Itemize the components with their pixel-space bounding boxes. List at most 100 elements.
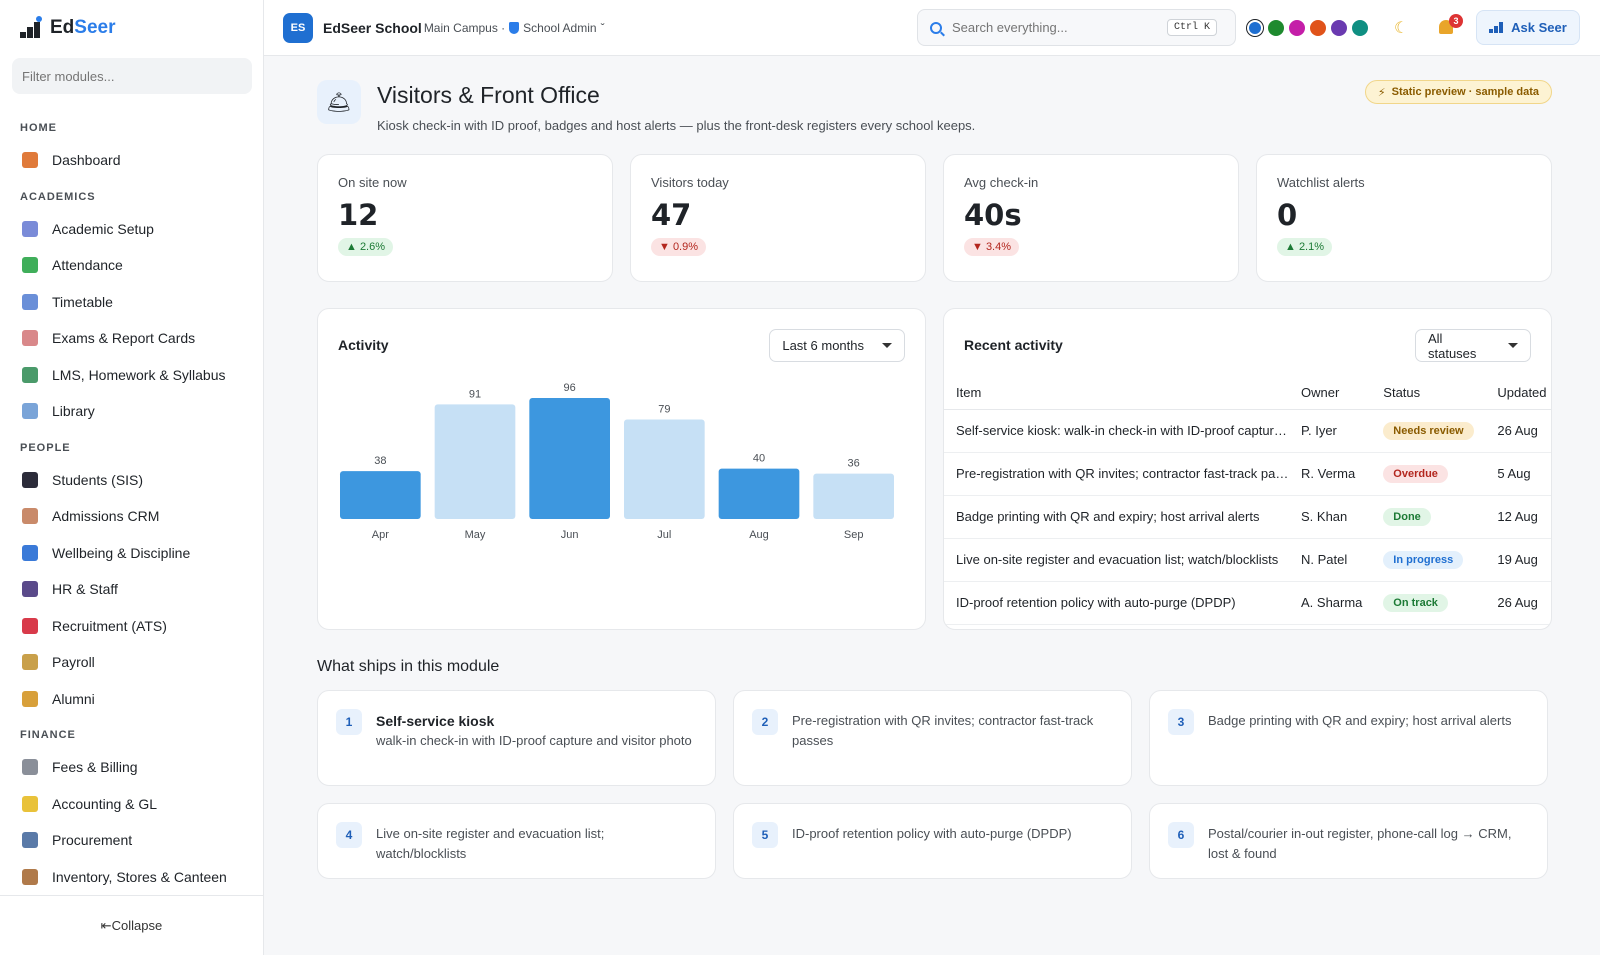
- feature-number: 5: [752, 822, 778, 848]
- preview-badge-label: Static preview · sample data: [1391, 86, 1539, 98]
- column-header[interactable]: Updated: [1485, 377, 1551, 410]
- bell-front-desk-icon: 🛎: [317, 80, 361, 124]
- sidebar-item-timetable[interactable]: Timetable: [0, 284, 263, 321]
- sidebar-item-exams-report-cards[interactable]: Exams & Report Cards: [0, 320, 263, 357]
- table-row[interactable]: ID-proof retention policy with auto-purg…: [944, 581, 1551, 625]
- feature-number: 6: [1168, 822, 1194, 848]
- kpi-value: 40s: [964, 198, 1022, 232]
- chart-bar[interactable]: [529, 398, 610, 519]
- feature-description: Badge printing with QR and expiry; host …: [1208, 713, 1512, 728]
- sidebar-item-inventory-stores-canteen[interactable]: Inventory, Stores & Canteen: [0, 859, 263, 896]
- brand[interactable]: EdSeer: [0, 0, 263, 56]
- top-bar: ES EdSeer School Main Campus · School Ad…: [264, 0, 1600, 56]
- notifications-button[interactable]: 3: [1437, 14, 1463, 39]
- chart-bar[interactable]: [718, 468, 800, 519]
- sidebar-item-wellbeing-discipline[interactable]: Wellbeing & Discipline: [0, 535, 263, 572]
- row-updated: 5 Aug: [1485, 452, 1551, 496]
- school-name[interactable]: EdSeer School: [323, 19, 422, 36]
- chart-data-label: 91: [469, 388, 481, 400]
- chart-bar[interactable]: [434, 404, 516, 519]
- feature-card: 6 Postal/courier in-out register, phone-c…: [1149, 803, 1548, 879]
- feature-card: 1 Self-service kiosk walk-in check-in with…: [317, 690, 716, 786]
- chart-bar[interactable]: [813, 473, 894, 519]
- feature-text: Badge printing with QR and expiry; host …: [1208, 709, 1511, 767]
- table-row[interactable]: Live on-site register and evacuation lis…: [944, 538, 1551, 582]
- chart-category-label: Jul: [657, 529, 671, 541]
- moon-icon[interactable]: ☾: [1394, 20, 1409, 37]
- row-status: In progress: [1371, 538, 1486, 582]
- search-icon: [930, 21, 942, 34]
- collapse-button[interactable]: ⇤Collapse: [0, 895, 263, 955]
- sidebar-item-accounting-gl[interactable]: Accounting & GL: [0, 786, 263, 823]
- open-book-icon: [22, 403, 38, 420]
- column-header[interactable]: Status: [1371, 377, 1486, 410]
- sidebar-item-label: Wellbeing & Discipline: [52, 544, 191, 561]
- people-icon: [22, 581, 38, 598]
- house-icon: [22, 152, 38, 169]
- activity-title: Activity: [338, 337, 389, 353]
- clipboard-icon: [22, 508, 38, 525]
- sidebar-item-procurement[interactable]: Procurement: [0, 822, 263, 859]
- chart-bar[interactable]: [340, 471, 421, 519]
- theme-swatch[interactable]: [1310, 20, 1326, 36]
- graduation-cap-icon: [22, 471, 38, 488]
- sidebar-item-label: Students (SIS): [52, 471, 144, 488]
- row-updated: 26 Aug: [1485, 581, 1551, 625]
- shield-icon: [509, 21, 520, 34]
- sidebar-item-alumni[interactable]: Alumni: [0, 681, 263, 718]
- row-item: Self-service kiosk: walk-in check-in wit…: [944, 409, 1289, 453]
- theme-swatch[interactable]: [1352, 20, 1368, 36]
- ships-title: What ships in this module: [317, 658, 500, 675]
- table-row[interactable]: Pre-registration with QR invites; contra…: [944, 452, 1551, 496]
- theme-swatch[interactable]: [1331, 20, 1347, 36]
- sidebar-item-payroll[interactable]: Payroll: [0, 644, 263, 681]
- activity-card: Activity Last 6 months 38 Apr 91 May 96 Jun 79…: [317, 308, 926, 630]
- status-badge: In progress: [1383, 550, 1464, 569]
- sidebar-item-lms-homework-syllabus[interactable]: LMS, Homework & Syllabus: [0, 357, 263, 394]
- sidebar-item-students-sis[interactable]: Students (SIS): [0, 462, 263, 499]
- column-header[interactable]: Item: [944, 377, 1289, 410]
- feature-text: Live on-site register and evacuation lis…: [376, 822, 697, 861]
- theme-swatch[interactable]: [1249, 22, 1261, 34]
- sidebar-item-dashboard[interactable]: Dashboard: [0, 142, 263, 179]
- sidebar-item-label: Library: [52, 403, 95, 420]
- ask-seer-button[interactable]: Ask Seer: [1476, 10, 1580, 45]
- global-search[interactable]: Ctrl K: [917, 9, 1236, 46]
- status-badge: Overdue: [1383, 464, 1448, 483]
- sidebar-item-label: LMS, Homework & Syllabus: [52, 366, 226, 383]
- status-filter-select[interactable]: All statuses: [1415, 329, 1531, 362]
- filter-modules-input[interactable]: [12, 58, 252, 94]
- sidebar-item-label: HR & Staff: [52, 581, 118, 598]
- sidebar-item-fees-billing[interactable]: Fees & Billing: [0, 749, 263, 786]
- range-select[interactable]: Last 6 months: [769, 329, 905, 362]
- cart-icon: [22, 832, 38, 849]
- kpi-card: Avg check-in 40s ▼ 3.4%: [943, 154, 1239, 282]
- chart-data-label: 36: [848, 458, 860, 470]
- search-input[interactable]: [952, 20, 1157, 35]
- theme-swatch[interactable]: [1268, 20, 1284, 36]
- sidebar-item-hr-staff[interactable]: HR & Staff: [0, 571, 263, 608]
- sidebar-item-label: Accounting & GL: [52, 795, 158, 812]
- table-row[interactable]: Self-service kiosk: walk-in check-in wit…: [944, 409, 1551, 453]
- chart-bar[interactable]: [624, 419, 705, 519]
- kpi-card: Visitors today 47 ▼ 0.9%: [630, 154, 926, 282]
- books-icon: [22, 366, 38, 383]
- ask-seer-label: Ask Seer: [1511, 20, 1567, 35]
- sidebar-item-label: Timetable: [52, 293, 113, 310]
- sidebar-item-library[interactable]: Library: [0, 393, 263, 430]
- role-caret: ˇ: [600, 20, 605, 35]
- sidebar-item-admissions-crm[interactable]: Admissions CRM: [0, 498, 263, 535]
- sidebar-item-attendance[interactable]: Attendance: [0, 247, 263, 284]
- table-row[interactable]: Badge printing with QR and expiry; host …: [944, 495, 1551, 539]
- chart-data-label: 96: [564, 382, 576, 394]
- school-logo[interactable]: ES: [283, 12, 313, 43]
- theme-swatch[interactable]: [1289, 20, 1305, 36]
- sidebar-item-recruitment-ats[interactable]: Recruitment (ATS): [0, 608, 263, 645]
- status-badge: Done: [1383, 507, 1431, 526]
- campus-label: Main Campus ·: [423, 20, 506, 35]
- sidebar-item-academic-setup[interactable]: Academic Setup: [0, 211, 263, 248]
- column-header[interactable]: Owner: [1289, 377, 1372, 410]
- row-owner: N. Patel: [1289, 538, 1372, 582]
- campus-switcher[interactable]: Main Campus · School Admin ˇ: [424, 21, 605, 35]
- notification-count: 3: [1449, 14, 1463, 28]
